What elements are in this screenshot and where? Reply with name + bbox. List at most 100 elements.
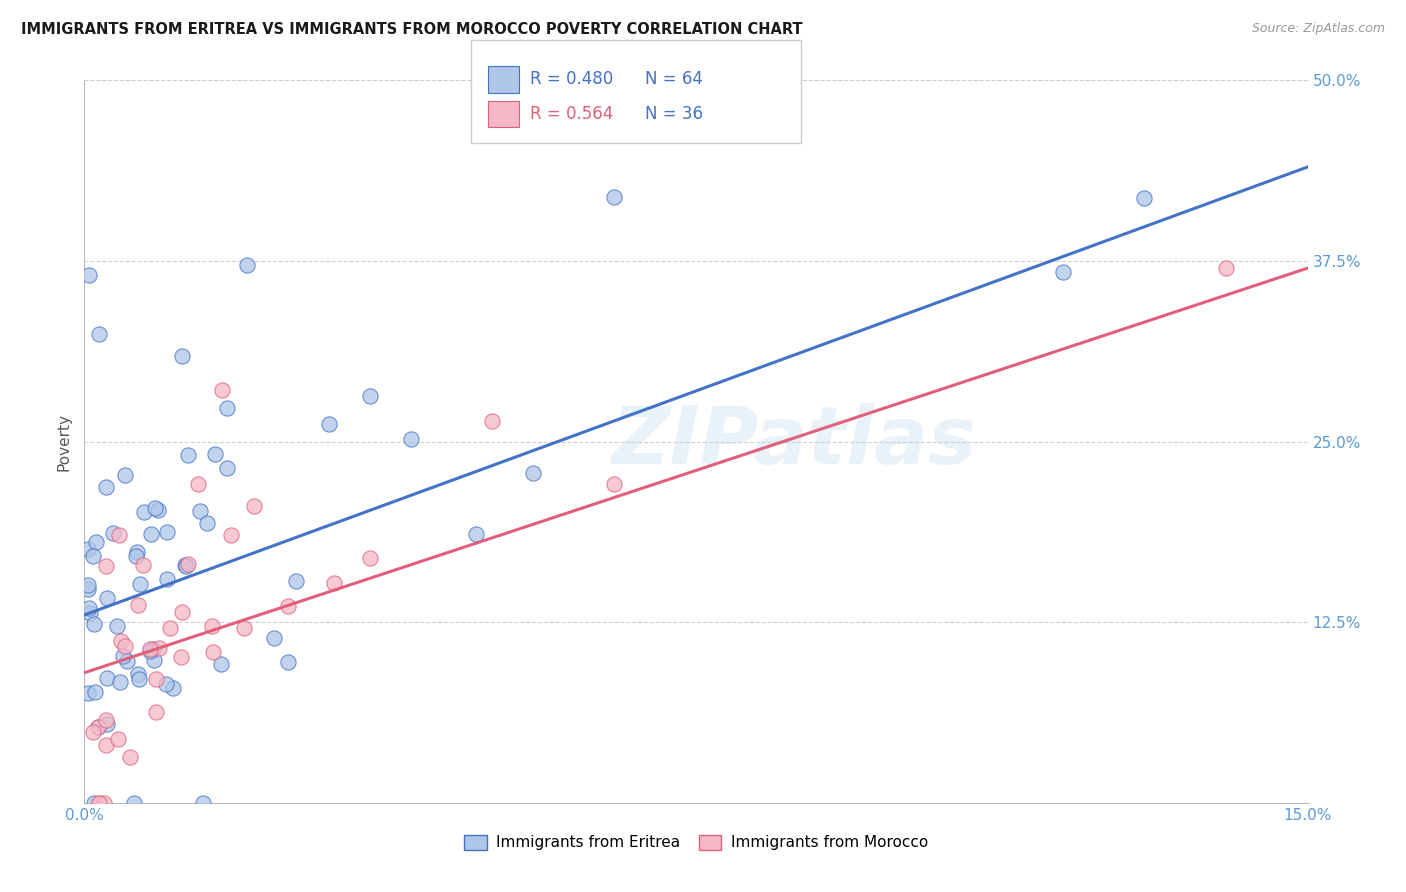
Point xyxy=(82,549,104,563)
Point xyxy=(87,327,110,342)
Point xyxy=(117,654,139,668)
Point xyxy=(77,541,100,556)
Point xyxy=(146,502,169,516)
Point xyxy=(201,619,224,633)
Point xyxy=(159,621,181,635)
Text: N = 36: N = 36 xyxy=(645,105,703,123)
Point xyxy=(139,527,162,541)
Point xyxy=(1052,265,1074,279)
Text: N = 64: N = 64 xyxy=(645,70,703,88)
Point xyxy=(87,720,110,734)
Point xyxy=(177,448,200,462)
Point xyxy=(170,650,193,665)
Point xyxy=(209,657,232,672)
Point xyxy=(77,268,100,282)
Point xyxy=(277,599,299,613)
Point xyxy=(128,673,150,687)
Text: Source: ZipAtlas.com: Source: ZipAtlas.com xyxy=(1251,22,1385,36)
Point xyxy=(464,527,486,541)
Point xyxy=(125,545,148,559)
Point xyxy=(96,559,118,574)
Point xyxy=(174,558,197,573)
Legend: Immigrants from Eritrea, Immigrants from Morocco: Immigrants from Eritrea, Immigrants from… xyxy=(458,829,934,856)
Y-axis label: Poverty: Poverty xyxy=(56,412,72,471)
Text: ZIPatlas: ZIPatlas xyxy=(612,402,976,481)
Point xyxy=(522,467,544,481)
Point xyxy=(111,648,134,663)
Point xyxy=(219,527,242,541)
Point xyxy=(96,672,118,686)
Point xyxy=(89,796,111,810)
Point xyxy=(114,468,136,483)
Point xyxy=(108,674,131,689)
Point xyxy=(145,705,167,719)
Point xyxy=(204,447,226,461)
Point xyxy=(233,622,256,636)
Point xyxy=(96,738,118,752)
Point xyxy=(215,461,238,475)
Point xyxy=(122,796,145,810)
Point xyxy=(155,677,177,691)
Point xyxy=(277,656,299,670)
Point xyxy=(481,414,503,428)
Point xyxy=(202,645,225,659)
Text: IMMIGRANTS FROM ERITREA VS IMMIGRANTS FROM MOROCCO POVERTY CORRELATION CHART: IMMIGRANTS FROM ERITREA VS IMMIGRANTS FR… xyxy=(21,22,803,37)
Point xyxy=(127,667,149,681)
Point xyxy=(118,750,141,764)
Point xyxy=(77,686,100,700)
Point xyxy=(1133,191,1156,205)
Point xyxy=(132,505,155,519)
Point xyxy=(125,549,148,564)
Point xyxy=(94,713,117,727)
Point xyxy=(318,417,340,431)
Point xyxy=(77,577,100,591)
Point xyxy=(211,383,233,397)
Point xyxy=(96,591,118,606)
Point xyxy=(162,681,184,695)
Point xyxy=(323,575,346,590)
Point xyxy=(143,653,166,667)
Point xyxy=(145,672,167,686)
Point xyxy=(83,796,105,810)
Point xyxy=(138,641,160,656)
Point xyxy=(132,558,155,572)
Point xyxy=(94,480,117,494)
Point xyxy=(93,796,115,810)
Point xyxy=(79,607,101,621)
Point xyxy=(142,641,165,656)
Point xyxy=(603,476,626,491)
Point xyxy=(103,526,125,541)
Text: R = 0.564: R = 0.564 xyxy=(530,105,613,123)
Point xyxy=(148,640,170,655)
Point xyxy=(114,639,136,653)
Point xyxy=(107,731,129,746)
Point xyxy=(174,558,197,573)
Point xyxy=(83,616,105,631)
Point xyxy=(242,499,264,513)
Point xyxy=(110,633,132,648)
Point xyxy=(603,189,626,203)
Point xyxy=(172,605,194,619)
Point xyxy=(84,534,107,549)
Point xyxy=(186,476,208,491)
Point xyxy=(399,432,422,446)
Point xyxy=(191,796,214,810)
Point xyxy=(84,684,107,698)
Point xyxy=(1215,260,1237,275)
Point xyxy=(172,349,194,363)
Point xyxy=(87,720,110,734)
Point xyxy=(284,574,307,588)
Point xyxy=(105,619,128,633)
Point xyxy=(96,717,118,731)
Point xyxy=(82,725,104,739)
Point xyxy=(138,643,160,657)
Point xyxy=(156,572,179,586)
Point xyxy=(156,524,179,539)
Point xyxy=(359,389,381,403)
Text: R = 0.480: R = 0.480 xyxy=(530,70,613,88)
Point xyxy=(359,551,381,566)
Point xyxy=(176,557,198,571)
Point xyxy=(77,582,100,596)
Point xyxy=(217,401,239,416)
Point xyxy=(236,258,259,272)
